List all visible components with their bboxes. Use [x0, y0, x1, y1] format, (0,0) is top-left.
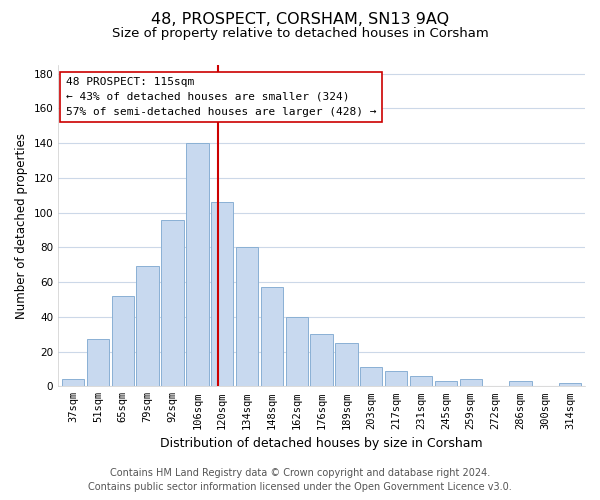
Text: 48, PROSPECT, CORSHAM, SN13 9AQ: 48, PROSPECT, CORSHAM, SN13 9AQ: [151, 12, 449, 28]
Text: Size of property relative to detached houses in Corsham: Size of property relative to detached ho…: [112, 28, 488, 40]
Text: Contains HM Land Registry data © Crown copyright and database right 2024.
Contai: Contains HM Land Registry data © Crown c…: [88, 468, 512, 492]
Bar: [410, 376, 432, 386]
Bar: [62, 380, 84, 386]
Bar: [260, 288, 283, 386]
Bar: [434, 381, 457, 386]
Bar: [161, 220, 184, 386]
Bar: [310, 334, 333, 386]
Bar: [112, 296, 134, 386]
Bar: [211, 202, 233, 386]
Bar: [559, 383, 581, 386]
Y-axis label: Number of detached properties: Number of detached properties: [15, 132, 28, 318]
Bar: [236, 248, 258, 386]
Bar: [87, 340, 109, 386]
Bar: [335, 343, 358, 386]
Text: 48 PROSPECT: 115sqm
← 43% of detached houses are smaller (324)
57% of semi-detac: 48 PROSPECT: 115sqm ← 43% of detached ho…: [65, 77, 376, 117]
Bar: [460, 380, 482, 386]
X-axis label: Distribution of detached houses by size in Corsham: Distribution of detached houses by size …: [160, 437, 483, 450]
Bar: [509, 381, 532, 386]
Bar: [360, 367, 382, 386]
Bar: [136, 266, 159, 386]
Bar: [286, 317, 308, 386]
Bar: [186, 143, 209, 386]
Bar: [385, 370, 407, 386]
